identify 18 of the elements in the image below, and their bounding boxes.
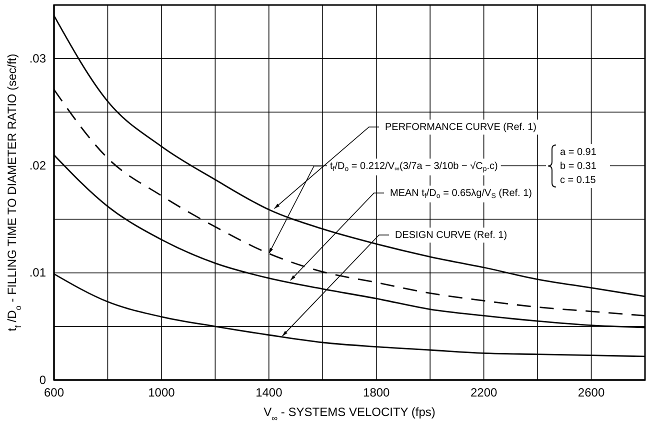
annotation: a = 0.91 bbox=[560, 146, 597, 158]
y-tick-label: .03 bbox=[29, 51, 46, 66]
x-tick-label: 600 bbox=[44, 386, 64, 400]
y-tick-label: 0 bbox=[39, 372, 46, 387]
x-tick-label: 1800 bbox=[363, 386, 390, 400]
annotation: MEAN t$_{f}$/D$_{o}$ = 0.65λg/V$_{S}$ (Ref. 1) bbox=[390, 188, 532, 200]
annotation: c = 0.15 bbox=[560, 174, 596, 186]
x-tick-label: 1400 bbox=[256, 386, 283, 400]
x-tick-label: 2200 bbox=[470, 386, 498, 400]
annotation: DESIGN CURVE (Ref. 1) bbox=[395, 230, 508, 241]
x-axis-title: V$_{∞}$ - SYSTEMS VELOCITY (fps) bbox=[264, 405, 436, 423]
y-tick-label: .01 bbox=[29, 266, 46, 280]
text: t$_{f}$/D$_{o}$ = 0.212/V$_{∞}$(3/7a − 3/10b − √C$_{p}$.c) bbox=[330, 160, 498, 174]
annotation: PERFORMANCE CURVE (Ref. 1) bbox=[385, 122, 537, 133]
x-tick-label: 1000 bbox=[148, 386, 176, 400]
y-tick-label: .02 bbox=[29, 158, 46, 173]
x-tick-label: 2600 bbox=[578, 386, 605, 400]
annotation: b = 0.31 bbox=[560, 160, 597, 172]
